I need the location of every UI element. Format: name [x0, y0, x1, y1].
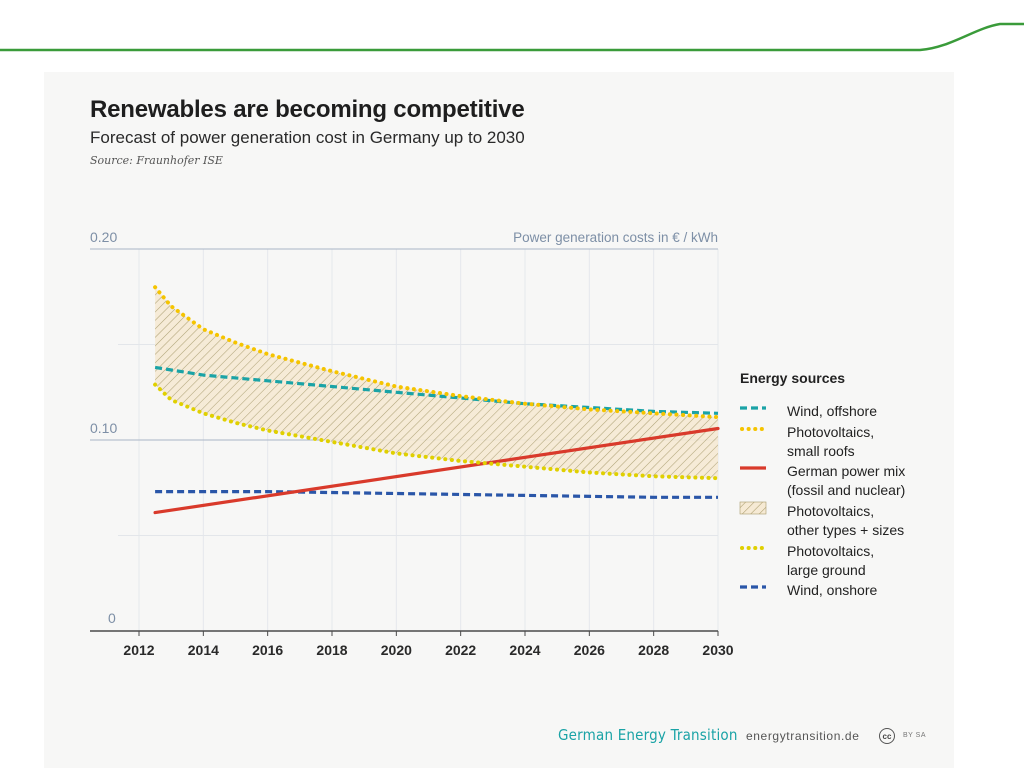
legend-label: Wind, onshore — [787, 582, 877, 598]
legend-label: Photovoltaics, — [787, 503, 874, 519]
legend-label: large ground — [787, 562, 866, 578]
footer-url[interactable]: energytransition.de — [746, 729, 860, 743]
header-accent-line — [0, 22, 1024, 52]
y-tick-label: 0.10 — [90, 420, 117, 436]
legend-label: Wind, offshore — [787, 403, 877, 419]
legend-label: Photovoltaics, — [787, 424, 874, 440]
x-tick-label: 2022 — [445, 642, 476, 658]
chart-subtitle: Forecast of power generation cost in Ger… — [90, 128, 525, 147]
x-tick-label: 2018 — [316, 642, 347, 658]
series-line-pv-small-roofs — [153, 285, 720, 420]
x-tick-label: 2024 — [509, 642, 540, 658]
x-tick-label: 2014 — [188, 642, 219, 658]
x-tick-label: 2020 — [381, 642, 412, 658]
x-tick-label: 2030 — [702, 642, 733, 658]
legend-swatch-pv-other-band — [739, 501, 767, 515]
series-line-pv-large-ground — [153, 382, 720, 481]
y-tick-label: 0.20 — [90, 229, 117, 245]
x-tick-label: 2012 — [123, 642, 154, 658]
chart-source: Source: Fraunhofer ISE — [90, 154, 223, 167]
x-tick-label: 2016 — [252, 642, 283, 658]
x-tick-label: 2028 — [638, 642, 669, 658]
license-text: BY SA — [903, 732, 926, 739]
legend-label: German power mix — [787, 463, 905, 479]
series-line-wind-onshore — [155, 490, 718, 499]
legend-title: Energy sources — [740, 370, 845, 386]
y-axis-label: Power generation costs in € / kWh — [513, 230, 718, 245]
y-tick-label: 0 — [108, 610, 116, 626]
x-tick-label: 2026 — [574, 642, 605, 658]
series-line-german-power-mix — [153, 426, 720, 515]
legend-label: (fossil and nuclear) — [787, 482, 905, 498]
series-line-wind-offshore — [154, 365, 719, 415]
creative-commons-icon: cc — [879, 728, 895, 744]
legend-label: Photovoltaics, — [787, 543, 874, 559]
legend-label: other types + sizes — [787, 522, 904, 538]
footer-brand-logo: German Energy Transition — [558, 726, 738, 744]
chart-title: Renewables are becoming competitive — [90, 96, 525, 123]
band-pv-other-types — [155, 287, 719, 479]
legend-label: small roofs — [787, 443, 855, 459]
